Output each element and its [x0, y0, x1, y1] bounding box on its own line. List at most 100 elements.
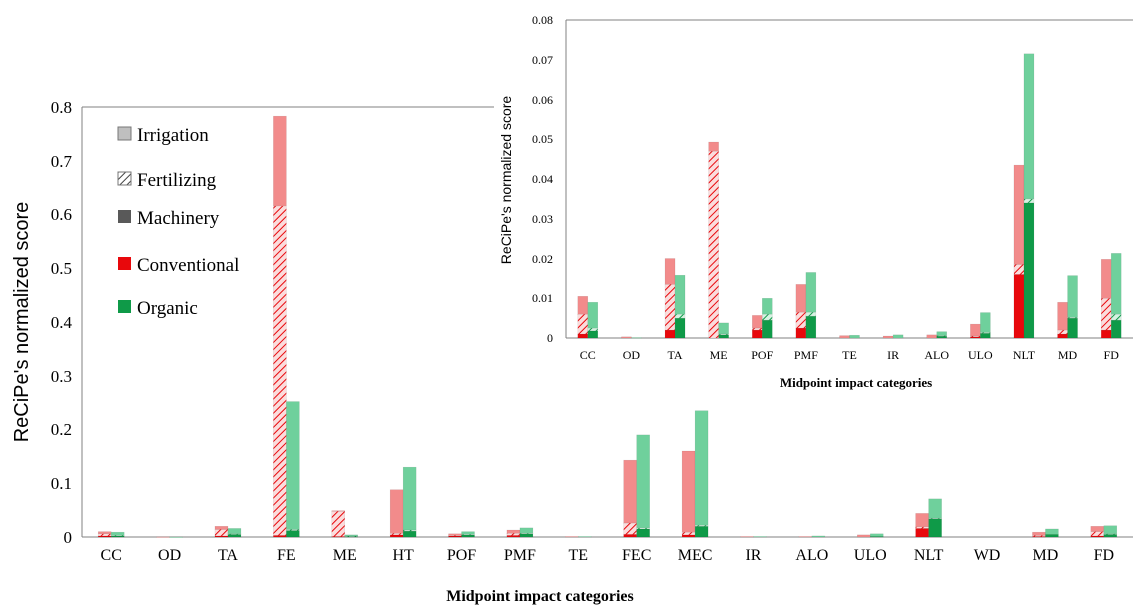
inset-bar-conventional-irrigation	[621, 336, 632, 339]
inset-ytick: 0.02	[532, 252, 553, 266]
legend-label-machinery: Machinery	[137, 208, 220, 229]
inset-xtick: IR	[887, 348, 899, 362]
inset-bar-conventional-irrigation	[708, 141, 719, 152]
inset-bar-organic-irrigation	[1110, 253, 1122, 315]
inset-bar-conventional-irrigation	[664, 258, 676, 285]
main-bar-organic-machinery	[1045, 534, 1059, 538]
main-bar-conventional-fertilizing	[681, 531, 696, 536]
main-bar-organic-machinery	[286, 530, 300, 538]
main-xtick: HT	[392, 547, 414, 564]
main-ytick: 0.7	[51, 152, 73, 171]
inset-bar-organic-irrigation	[936, 331, 947, 336]
main-bar-conventional-irrigation	[915, 513, 929, 528]
main-bar-conventional-irrigation	[273, 115, 287, 207]
inset-bar-organic-irrigation	[980, 312, 991, 333]
inset-bar-organic-irrigation	[631, 337, 642, 339]
inset-bar-organic-machinery	[718, 334, 729, 339]
inset-xtick: ULO	[968, 348, 993, 362]
legend-label-fertilizing: Fertilizing	[137, 170, 217, 191]
main-ytick: 0.2	[51, 420, 72, 439]
main-bar-conventional-machinery	[389, 534, 404, 538]
inset-bar-organic-fertilizing	[805, 311, 817, 317]
inset-bar-conventional-irrigation	[1013, 164, 1025, 265]
main-bar-conventional-fertilizing	[623, 522, 637, 535]
legend-swatch-irrigation	[117, 126, 132, 141]
inset-bar-conventional-irrigation	[1100, 259, 1112, 299]
inset-bar-organic-machinery	[805, 315, 817, 339]
inset-bar-organic-irrigation	[762, 298, 773, 315]
legend-label-organic: Organic	[137, 298, 198, 319]
inset-bar-organic-machinery	[762, 319, 773, 339]
inset-bar-conventional-irrigation	[752, 315, 763, 329]
main-bar-organic-machinery	[519, 533, 534, 538]
inset-ytick: 0.01	[532, 291, 553, 305]
inset-y-axis-label: ReCiPe's normalized score	[498, 96, 514, 265]
main-bar-conventional-fertilizing	[214, 529, 229, 537]
inset-bar-conventional-irrigation	[1057, 301, 1068, 331]
inset-bar-organic-machinery	[1023, 202, 1035, 339]
main-ytick: 0.6	[51, 205, 72, 224]
inset-xtick: MD	[1058, 348, 1078, 362]
main-bar-conventional-machinery	[623, 534, 637, 538]
inset-xtick: POF	[751, 348, 773, 362]
inset-x-axis-label: Midpoint impact categories	[780, 375, 932, 390]
main-xtick: FE	[277, 547, 296, 564]
main-bar-conventional-irrigation	[214, 526, 229, 530]
inset-x-ticks: CC OD TA ME POF PMF TE IR ALO ULO NLT MD FD	[580, 348, 1119, 362]
main-xtick: OD	[158, 547, 181, 564]
main-y-ticks: 0 0.1 0.2 0.3 0.4 0.5 0.6 0.7 0.8	[51, 98, 73, 547]
main-xtick: ALO	[795, 547, 828, 564]
main-bar-conventional-machinery	[915, 528, 929, 538]
main-bar-organic-irrigation	[753, 536, 767, 538]
main-bar-conventional-irrigation	[389, 489, 404, 534]
main-xtick: WD	[974, 547, 1001, 564]
main-xtick: TA	[218, 547, 238, 564]
main-bar-organic-irrigation	[1103, 525, 1118, 535]
inset-bar-organic-fertilizing	[762, 313, 773, 321]
main-ytick: 0.4	[51, 313, 73, 332]
inset-bar-conventional-irrigation	[839, 335, 850, 339]
main-ytick: 0.1	[51, 474, 72, 493]
inset-bar-conventional-machinery	[795, 327, 807, 339]
inset-bar-organic-machinery	[587, 330, 599, 339]
main-xtick: IR	[745, 547, 761, 564]
main-bar-conventional-irrigation	[798, 536, 813, 538]
main-bar-organic-irrigation	[227, 528, 242, 535]
main-xtick: ULO	[854, 547, 887, 564]
inset-bar-organic-fertilizing	[1110, 313, 1122, 321]
main-bar-organic-machinery	[402, 530, 417, 538]
main-bar-conventional-fertilizing	[506, 532, 521, 536]
main-xtick: CC	[101, 547, 122, 564]
inset-plot: 0 0.01 0.02 0.03 0.04 0.05 0.06 0.07 0.0…	[494, 8, 1136, 403]
inset-ytick: 0.07	[532, 53, 553, 67]
legend-swatch-fertilizing	[117, 171, 132, 186]
main-bar-organic-irrigation	[694, 410, 709, 526]
inset-bar-organic-machinery	[980, 332, 991, 339]
main-bar-organic-irrigation	[928, 498, 942, 519]
inset-bar-organic-irrigation	[892, 334, 904, 339]
inset-xtick: FD	[1104, 348, 1120, 362]
main-bar-organic-irrigation	[1045, 528, 1059, 535]
main-bar-conventional-irrigation	[681, 450, 696, 533]
inset-ytick: 0.04	[532, 172, 553, 186]
inset-bar-conventional-fertilizing	[1100, 298, 1112, 331]
inset-bar-organic-irrigation	[1067, 275, 1078, 318]
legend: Irrigation Fertilizing Machinery Convent…	[117, 125, 239, 319]
main-bar-conventional-fertilizing	[1090, 531, 1105, 537]
inset-bar-organic-irrigation	[587, 301, 599, 329]
inset-bar-conventional-irrigation	[926, 334, 937, 339]
inset-bar-conventional-machinery	[577, 333, 589, 339]
inset-bar-conventional-fertilizing	[1013, 264, 1025, 275]
main-ytick: 0.5	[51, 259, 72, 278]
main-bar-conventional-irrigation	[1032, 531, 1046, 536]
inset-bar-organic-machinery	[1110, 319, 1122, 339]
main-bar-organic-irrigation	[870, 533, 884, 537]
inset-xtick: TE	[842, 348, 857, 362]
inset-y-ticks: 0 0.01 0.02 0.03 0.04 0.05 0.06 0.07 0.0…	[532, 13, 553, 345]
main-xtick: FD	[1094, 547, 1114, 564]
main-bar-organic-machinery	[227, 534, 242, 538]
inset-bar-organic-machinery	[1067, 317, 1078, 339]
inset-bar-organic-fertilizing	[1023, 198, 1035, 204]
inset-bar-organic-machinery	[674, 317, 686, 339]
